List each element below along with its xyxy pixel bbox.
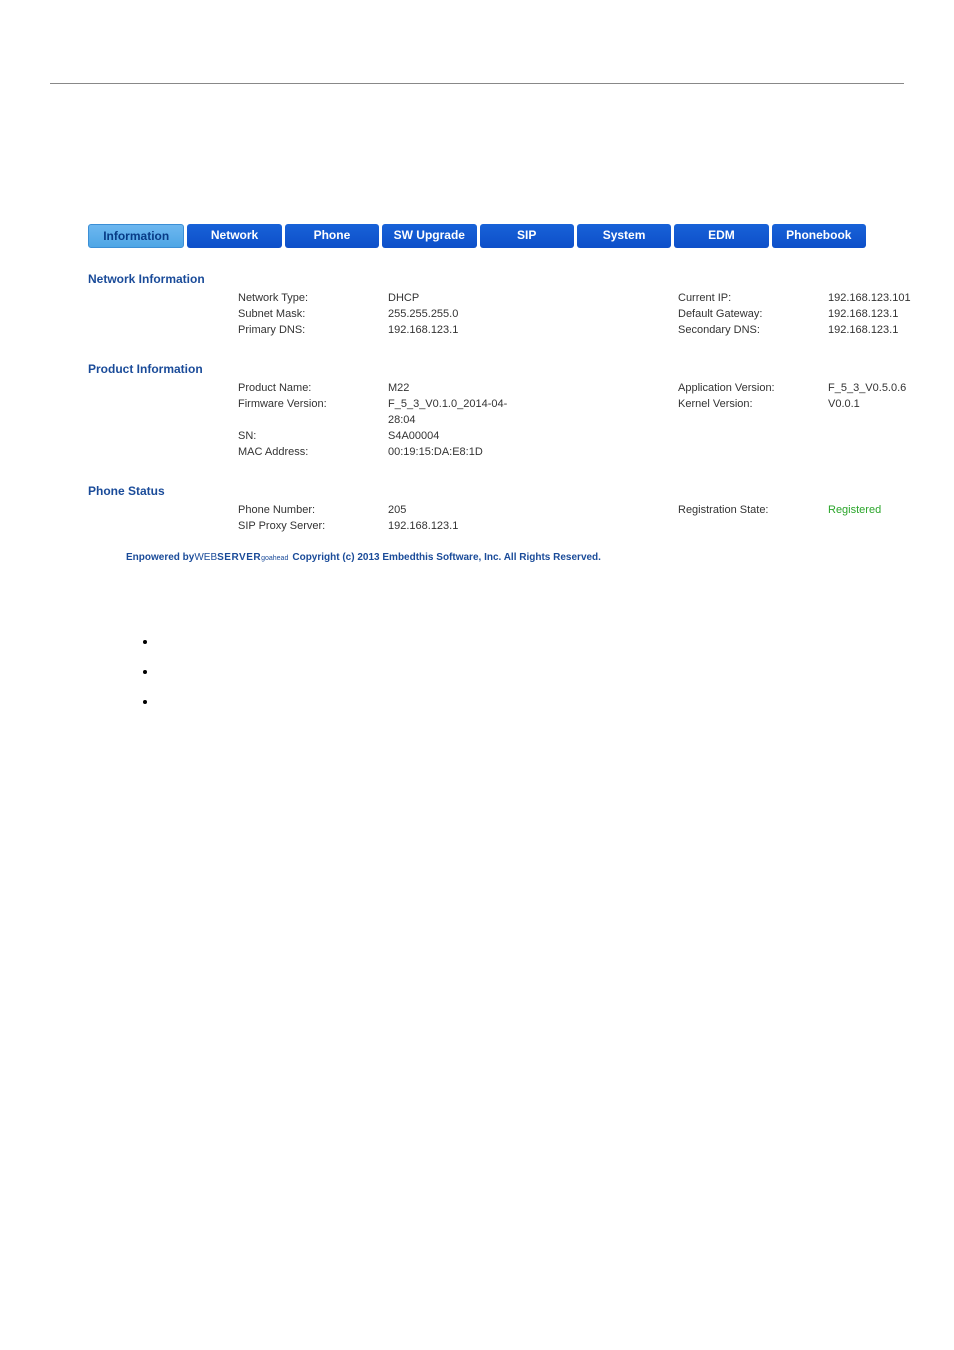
phone-number-label: Phone Number: bbox=[238, 502, 388, 518]
current-ip-value: 192.168.123.101 bbox=[828, 290, 954, 306]
primary-dns-value: 192.168.123.1 bbox=[388, 322, 508, 338]
logo-text-web: WEB bbox=[194, 552, 217, 563]
page-container: Information Network Phone SW Upgrade SIP… bbox=[0, 84, 954, 743]
logo-goahead: goahead bbox=[261, 555, 288, 562]
info-row: Primary DNS: 192.168.123.1 Secondary DNS… bbox=[238, 322, 866, 338]
secondary-dns-label: Secondary DNS: bbox=[678, 322, 828, 338]
network-info-block: Network Type: DHCP Current IP: 192.168.1… bbox=[88, 290, 866, 338]
product-name-label: Product Name: bbox=[238, 380, 388, 396]
registration-state-label: Registration State: bbox=[678, 502, 828, 518]
powered-by-text: Enpowered by bbox=[126, 552, 194, 563]
registration-state-value: Registered bbox=[828, 502, 954, 518]
tab-information[interactable]: Information bbox=[88, 224, 184, 248]
info-row: Subnet Mask: 255.255.255.0 Default Gatew… bbox=[238, 306, 866, 322]
tab-network[interactable]: Network bbox=[187, 224, 281, 248]
bullet-list bbox=[158, 633, 904, 709]
info-row: Firmware Version: F_5_3_V0.1.0_2014-04-2… bbox=[238, 396, 866, 428]
network-type-value: DHCP bbox=[388, 290, 508, 306]
phone-status-block: Phone Number: 205 Registration State: Re… bbox=[88, 502, 866, 534]
page-header-divider bbox=[50, 52, 904, 84]
sip-proxy-server-label: SIP Proxy Server: bbox=[238, 518, 388, 534]
tab-phonebook[interactable]: Phonebook bbox=[772, 224, 866, 248]
info-row: Network Type: DHCP Current IP: 192.168.1… bbox=[238, 290, 866, 306]
default-gateway-value: 192.168.123.1 bbox=[828, 306, 954, 322]
sip-proxy-server-value: 192.168.123.1 bbox=[388, 518, 508, 534]
bullet-item bbox=[158, 633, 904, 649]
tab-sip[interactable]: SIP bbox=[480, 224, 574, 248]
webserver-logo: WEBSERVERgoahead bbox=[194, 552, 288, 563]
tab-edm[interactable]: EDM bbox=[674, 224, 768, 248]
firmware-version-value: F_5_3_V0.1.0_2014-04-28:04 bbox=[388, 396, 508, 428]
kernel-version-label: Kernel Version: bbox=[678, 396, 828, 428]
section-title-network: Network Information bbox=[88, 272, 866, 286]
info-row: SIP Proxy Server: 192.168.123.1 bbox=[238, 518, 866, 534]
current-ip-label: Current IP: bbox=[678, 290, 828, 306]
content-panel: Network Information Network Type: DHCP C… bbox=[88, 272, 866, 563]
phone-number-value: 205 bbox=[388, 502, 508, 518]
network-type-label: Network Type: bbox=[238, 290, 388, 306]
app-version-value: F_5_3_V0.5.0.6 bbox=[828, 380, 954, 396]
info-row: Product Name: M22 Application Version: F… bbox=[238, 380, 866, 396]
sn-value: S4A00004 bbox=[388, 428, 508, 444]
info-row: Phone Number: 205 Registration State: Re… bbox=[238, 502, 866, 518]
info-row: MAC Address: 00:19:15:DA:E8:1D bbox=[238, 444, 866, 460]
section-title-product: Product Information bbox=[88, 362, 866, 376]
product-info-block: Product Name: M22 Application Version: F… bbox=[88, 380, 866, 460]
tab-sw-upgrade[interactable]: SW Upgrade bbox=[382, 224, 476, 248]
product-name-value: M22 bbox=[388, 380, 508, 396]
bullet-item bbox=[158, 663, 904, 679]
default-gateway-label: Default Gateway: bbox=[678, 306, 828, 322]
primary-dns-label: Primary DNS: bbox=[238, 322, 388, 338]
logo-text-server: SERVER bbox=[217, 552, 261, 563]
mac-address-label: MAC Address: bbox=[238, 444, 388, 460]
tab-bar: Information Network Phone SW Upgrade SIP… bbox=[88, 224, 866, 248]
tab-system[interactable]: System bbox=[577, 224, 671, 248]
footer: Enpowered by WEBSERVERgoahead Copyright … bbox=[126, 552, 828, 563]
mac-address-value: 00:19:15:DA:E8:1D bbox=[388, 444, 508, 460]
secondary-dns-value: 192.168.123.1 bbox=[828, 322, 954, 338]
kernel-version-value: V0.0.1 bbox=[828, 396, 954, 428]
section-title-phone-status: Phone Status bbox=[88, 484, 866, 498]
sn-label: SN: bbox=[238, 428, 388, 444]
info-row: SN: S4A00004 bbox=[238, 428, 866, 444]
firmware-version-label: Firmware Version: bbox=[238, 396, 388, 428]
subnet-mask-value: 255.255.255.0 bbox=[388, 306, 508, 322]
subnet-mask-label: Subnet Mask: bbox=[238, 306, 388, 322]
copyright-text: Copyright (c) 2013 Embedthis Software, I… bbox=[292, 552, 601, 563]
app-version-label: Application Version: bbox=[678, 380, 828, 396]
bullet-item bbox=[158, 693, 904, 709]
tab-phone[interactable]: Phone bbox=[285, 224, 379, 248]
